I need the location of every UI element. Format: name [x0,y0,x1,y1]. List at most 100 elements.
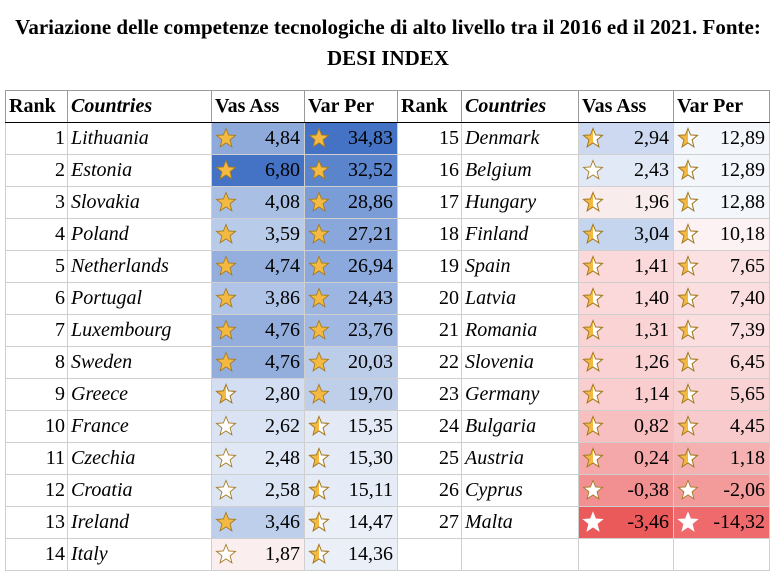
vas-ass-cell[interactable]: 2,48 [211,442,305,475]
rank-cell[interactable]: 5 [5,250,68,283]
vas-ass-cell[interactable]: 1,96 [578,186,674,219]
country-cell[interactable]: Ireland [67,506,212,539]
var-per-cell[interactable]: 28,86 [304,186,398,219]
rank-cell[interactable]: 9 [5,378,68,411]
rank-cell[interactable]: 14 [5,538,68,571]
var-per-cell[interactable]: 20,03 [304,346,398,379]
rank-cell[interactable]: 25 [397,442,462,475]
var-per-cell[interactable]: 24,43 [304,282,398,315]
var-per-cell[interactable]: 5,65 [673,378,770,411]
var-per-cell[interactable]: 15,30 [304,442,398,475]
rank-cell[interactable]: 11 [5,442,68,475]
var-per-cell[interactable]: -14,32 [673,506,770,539]
rank-cell[interactable]: 26 [397,474,462,507]
empty-cell[interactable] [397,538,462,571]
rank-cell[interactable]: 10 [5,410,68,443]
header-vas-ass-right[interactable]: Vas Ass [578,90,674,123]
country-cell[interactable]: Luxembourg [67,314,212,347]
country-cell[interactable]: Poland [67,218,212,251]
country-cell[interactable]: Bulgaria [461,410,579,443]
country-cell[interactable]: Italy [67,538,212,571]
vas-ass-cell[interactable]: -3,46 [578,506,674,539]
country-cell[interactable]: Malta [461,506,579,539]
country-cell[interactable]: Lithuania [67,122,212,155]
country-cell[interactable]: Netherlands [67,250,212,283]
country-cell[interactable]: Croatia [67,474,212,507]
rank-cell[interactable]: 27 [397,506,462,539]
rank-cell[interactable]: 24 [397,410,462,443]
country-cell[interactable]: Romania [461,314,579,347]
vas-ass-cell[interactable]: 2,58 [211,474,305,507]
rank-cell[interactable]: 22 [397,346,462,379]
vas-ass-cell[interactable]: 2,62 [211,410,305,443]
vas-ass-cell[interactable]: 1,40 [578,282,674,315]
vas-ass-cell[interactable]: 1,14 [578,378,674,411]
var-per-cell[interactable]: 1,18 [673,442,770,475]
vas-ass-cell[interactable]: 1,41 [578,250,674,283]
country-cell[interactable]: Belgium [461,154,579,187]
header-countries-left[interactable]: Countries [67,90,212,123]
country-cell[interactable]: Portugal [67,282,212,315]
country-cell[interactable]: Hungary [461,186,579,219]
var-per-cell[interactable]: 34,83 [304,122,398,155]
header-countries-right[interactable]: Countries [461,90,579,123]
rank-cell[interactable]: 18 [397,218,462,251]
var-per-cell[interactable]: 23,76 [304,314,398,347]
country-cell[interactable]: Czechia [67,442,212,475]
rank-cell[interactable]: 8 [5,346,68,379]
vas-ass-cell[interactable]: 2,94 [578,122,674,155]
var-per-cell[interactable]: 10,18 [673,218,770,251]
vas-ass-cell[interactable]: 1,87 [211,538,305,571]
header-var-per-left[interactable]: Var Per [304,90,398,123]
empty-cell[interactable] [461,538,579,571]
var-per-cell[interactable]: 19,70 [304,378,398,411]
var-per-cell[interactable]: 7,40 [673,282,770,315]
var-per-cell[interactable]: 6,45 [673,346,770,379]
country-cell[interactable]: Finland [461,218,579,251]
vas-ass-cell[interactable]: -0,38 [578,474,674,507]
vas-ass-cell[interactable]: 2,80 [211,378,305,411]
var-per-cell[interactable]: 32,52 [304,154,398,187]
var-per-cell[interactable]: 15,35 [304,410,398,443]
var-per-cell[interactable]: 26,94 [304,250,398,283]
var-per-cell[interactable]: 14,36 [304,538,398,571]
var-per-cell[interactable]: -2,06 [673,474,770,507]
var-per-cell[interactable]: 12,88 [673,186,770,219]
country-cell[interactable]: Latvia [461,282,579,315]
vas-ass-cell[interactable]: 0,24 [578,442,674,475]
vas-ass-cell[interactable]: 3,86 [211,282,305,315]
var-per-cell[interactable]: 27,21 [304,218,398,251]
var-per-cell[interactable]: 12,89 [673,154,770,187]
vas-ass-cell[interactable]: 2,43 [578,154,674,187]
country-cell[interactable]: Spain [461,250,579,283]
vas-ass-cell[interactable]: 0,82 [578,410,674,443]
country-cell[interactable]: Sweden [67,346,212,379]
rank-cell[interactable]: 3 [5,186,68,219]
empty-cell[interactable] [673,538,770,571]
vas-ass-cell[interactable]: 4,76 [211,314,305,347]
vas-ass-cell[interactable]: 4,08 [211,186,305,219]
header-vas-ass-left[interactable]: Vas Ass [211,90,305,123]
country-cell[interactable]: Germany [461,378,579,411]
var-per-cell[interactable]: 14,47 [304,506,398,539]
vas-ass-cell[interactable]: 1,31 [578,314,674,347]
rank-cell[interactable]: 4 [5,218,68,251]
rank-cell[interactable]: 12 [5,474,68,507]
var-per-cell[interactable]: 7,65 [673,250,770,283]
header-rank-left[interactable]: Rank [5,90,68,123]
country-cell[interactable]: Estonia [67,154,212,187]
vas-ass-cell[interactable]: 4,74 [211,250,305,283]
rank-cell[interactable]: 23 [397,378,462,411]
country-cell[interactable]: Slovakia [67,186,212,219]
rank-cell[interactable]: 16 [397,154,462,187]
empty-cell[interactable] [578,538,674,571]
country-cell[interactable]: France [67,410,212,443]
rank-cell[interactable]: 17 [397,186,462,219]
header-var-per-right[interactable]: Var Per [673,90,770,123]
country-cell[interactable]: Cyprus [461,474,579,507]
rank-cell[interactable]: 20 [397,282,462,315]
vas-ass-cell[interactable]: 4,76 [211,346,305,379]
country-cell[interactable]: Greece [67,378,212,411]
var-per-cell[interactable]: 15,11 [304,474,398,507]
country-cell[interactable]: Denmark [461,122,579,155]
